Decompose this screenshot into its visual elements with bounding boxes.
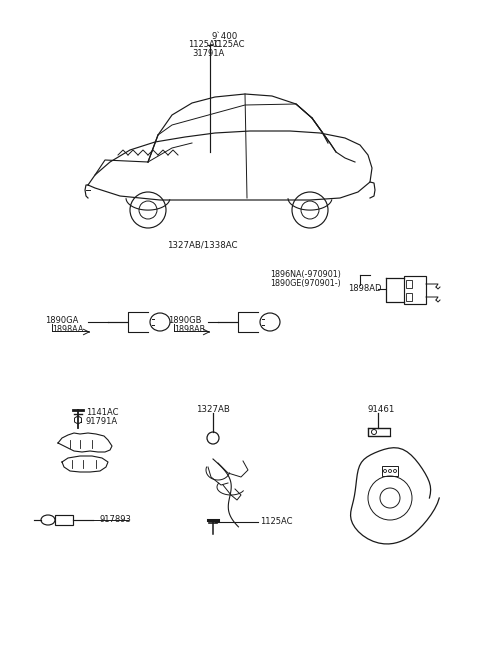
Bar	[55, 515, 73, 525]
Text: 1896NA(-970901): 1896NA(-970901)	[270, 270, 341, 279]
Text: 9`400: 9`400	[212, 32, 238, 41]
Text: 917893: 917893	[100, 515, 132, 524]
Text: 1890GE(970901-): 1890GE(970901-)	[270, 279, 341, 288]
Text: 1125AC: 1125AC	[188, 40, 220, 49]
Bar	[382, 466, 398, 476]
Bar	[406, 293, 412, 301]
Text: 1890GA: 1890GA	[45, 316, 78, 325]
Text: 1125AC: 1125AC	[260, 517, 292, 526]
Text: 91461: 91461	[368, 405, 396, 414]
Text: 1898AA: 1898AA	[52, 325, 84, 334]
Text: 1898AB: 1898AB	[174, 325, 205, 334]
Text: 1327AB/1338AC: 1327AB/1338AC	[167, 240, 238, 249]
Text: 31791A: 31791A	[192, 49, 224, 58]
Text: 1327AB: 1327AB	[196, 405, 230, 414]
Text: 1890GB: 1890GB	[168, 316, 202, 325]
Bar	[368, 428, 390, 436]
Bar	[406, 280, 412, 288]
Text: 91791A: 91791A	[86, 417, 118, 426]
Text: 1141AC: 1141AC	[86, 408, 119, 417]
Bar	[404, 276, 426, 304]
Text: 1898AD: 1898AD	[348, 284, 382, 293]
Text: 1125AC: 1125AC	[212, 40, 244, 49]
